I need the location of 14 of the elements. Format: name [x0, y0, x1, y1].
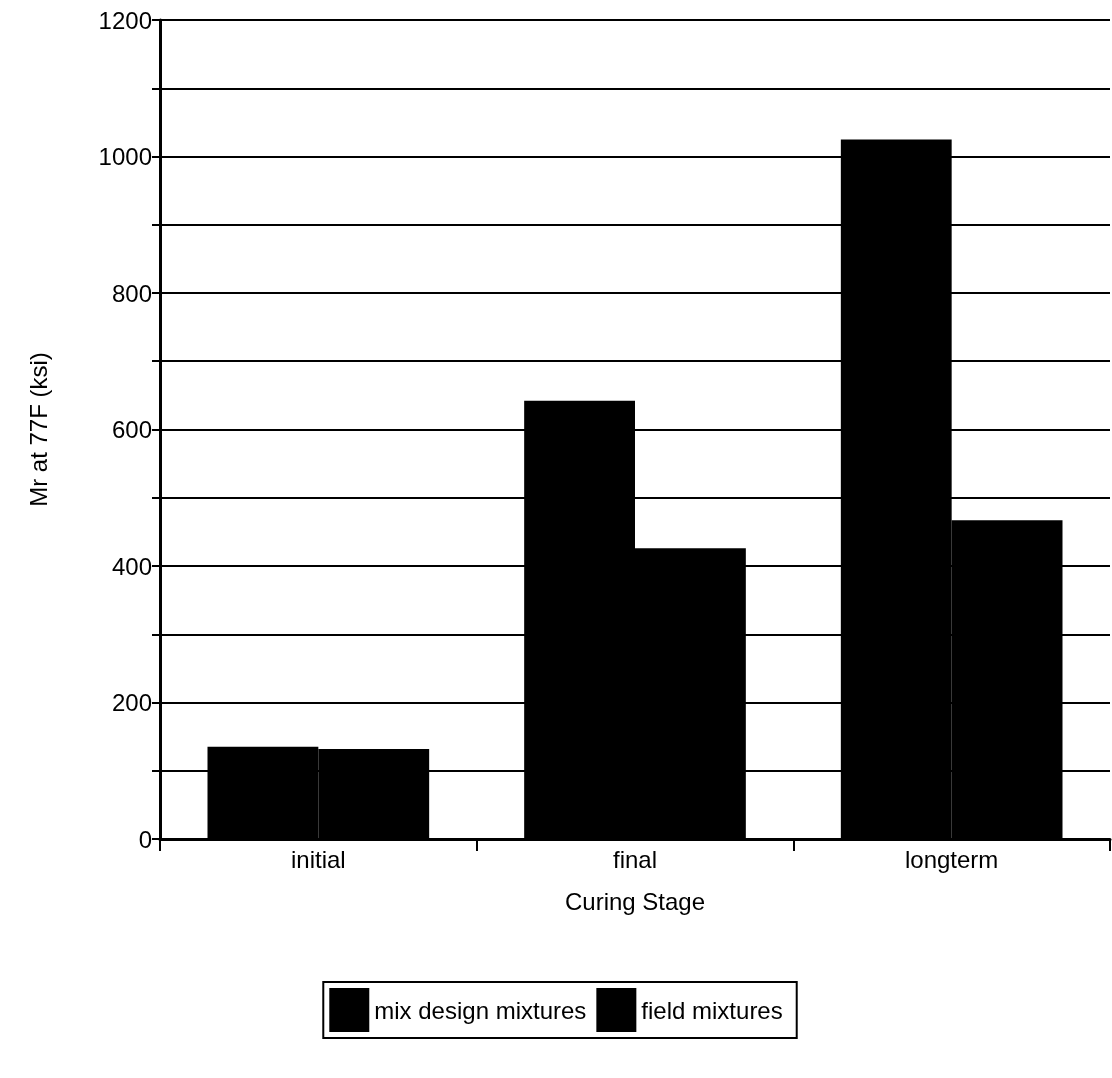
y-tick-label: 1000 [98, 143, 152, 170]
y-tick-label: 1200 [98, 6, 152, 34]
y-tick-label: 0 [138, 825, 152, 853]
x-tick-label: longterm [904, 845, 999, 873]
y-tick-label: 800 [111, 279, 152, 307]
y-tick-label: 600 [111, 416, 152, 443]
legend-label: field mixtures [641, 996, 783, 1024]
legend-label: mix design mixtures [374, 996, 587, 1024]
y-tick-label: 400 [111, 552, 152, 580]
y-axis-title: Mr at 77F (ksi) [24, 352, 52, 507]
x-tick-label: final [612, 845, 658, 873]
x-axis-title: Curing Stage [564, 887, 706, 915]
x-tick-label: initial [290, 845, 346, 873]
y-tick-label: 200 [111, 689, 152, 716]
